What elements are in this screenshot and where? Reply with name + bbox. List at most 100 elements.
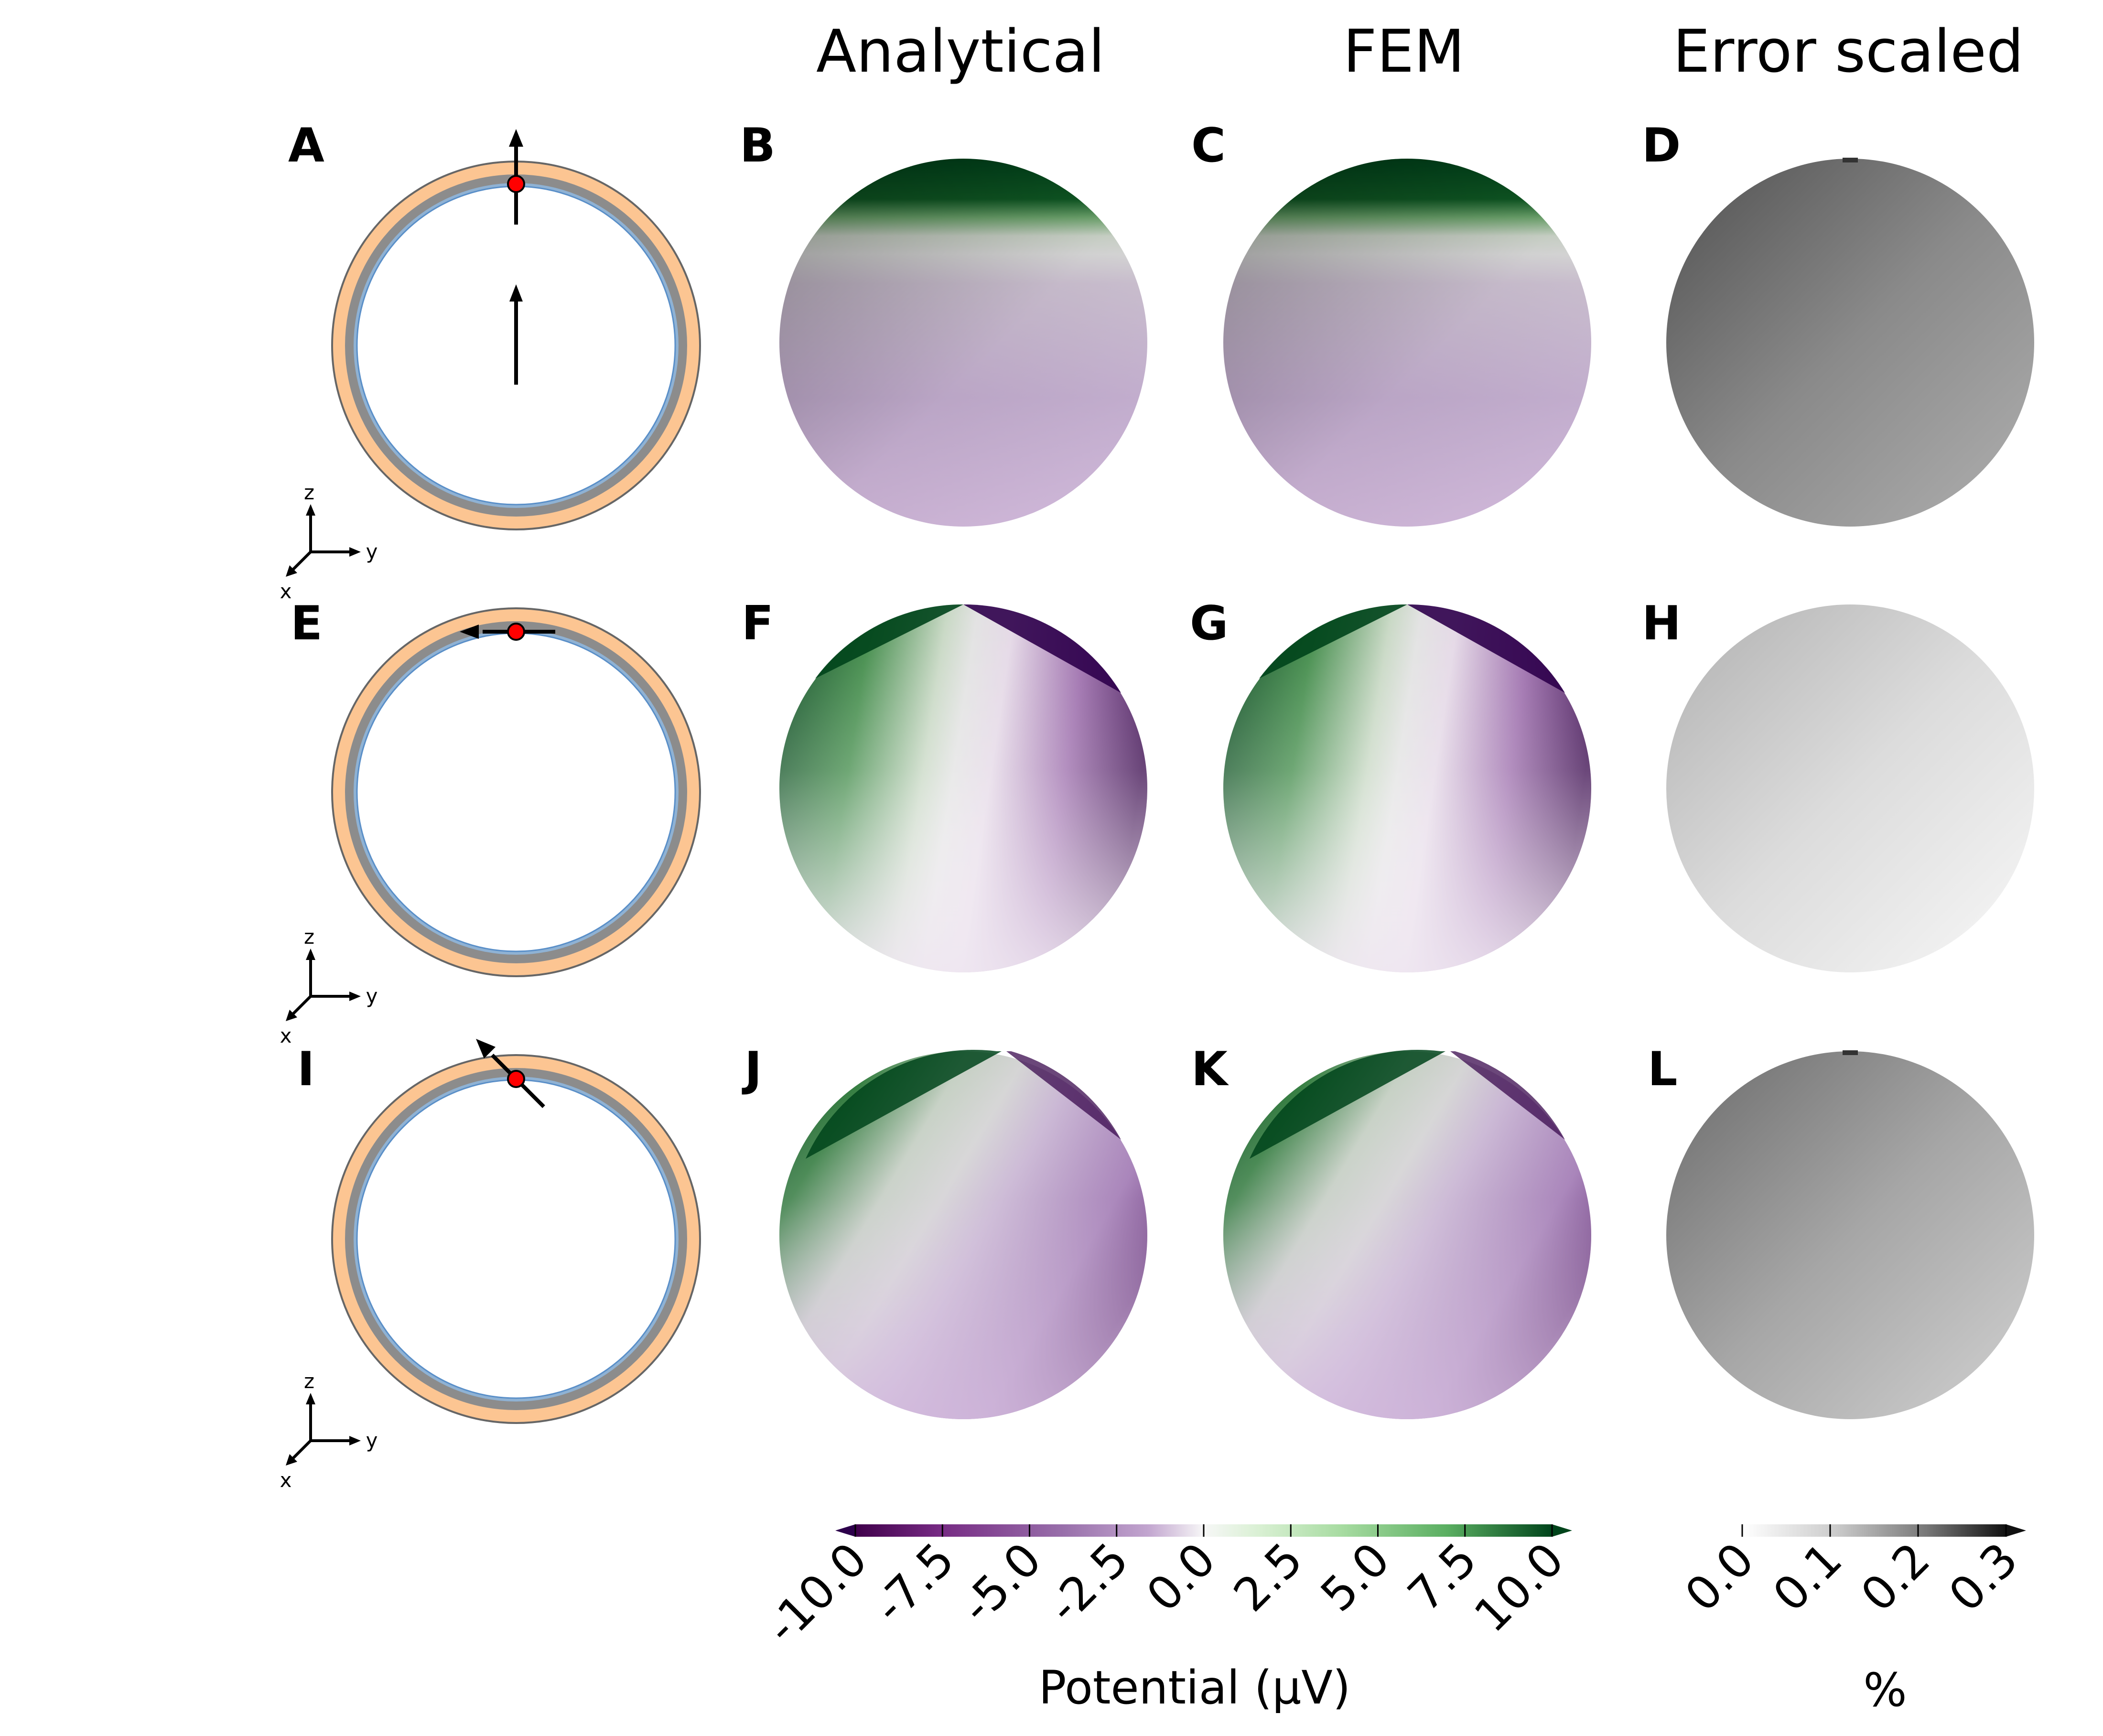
x-axis-arrow [286, 565, 297, 577]
colorbar-error-tick-label: 0.0 [1675, 1532, 1764, 1622]
dipole-source-marker [507, 623, 525, 641]
axes-triad-a: z y x [280, 481, 378, 603]
sphere-error-spot [1843, 158, 1858, 162]
sphere-error-spot [1843, 1050, 1858, 1055]
colorbar-potential-tick-label: 5.0 [1311, 1532, 1400, 1622]
x-axis-line [291, 550, 312, 571]
sphere-error-map [1666, 1051, 2034, 1419]
panel-letter-h: H [1642, 596, 1681, 651]
sphere-error-map [1666, 604, 2034, 972]
panel-letter-k: K [1191, 1042, 1229, 1097]
panel-letter-c: C [1191, 119, 1226, 173]
colorbar-error-label: % [1863, 1663, 1907, 1717]
column-header-analytical: Analytical [816, 18, 1105, 86]
y-axis-arrow [349, 1436, 361, 1445]
colorbar-potential-tick-label: 0.0 [1136, 1532, 1226, 1622]
sphere-error-map [1666, 159, 2034, 527]
colorbar-extend-max [1552, 1524, 1572, 1537]
sphere-h [1666, 604, 2034, 972]
brain-layer [356, 1079, 676, 1399]
x-axis-label: x [280, 1024, 292, 1047]
sphere-shading [779, 1051, 1147, 1419]
axes-triad-i: z y x [280, 1369, 378, 1492]
z-axis-arrow [306, 949, 315, 960]
colorbar-error: 0.00.10.20.3 % [1675, 1524, 2028, 1717]
colorbar-error-tick-label: 0.2 [1851, 1532, 1940, 1622]
panel-letter-f: F [742, 596, 774, 651]
sphere-b [779, 159, 1147, 527]
colorbar-extend-min [835, 1524, 855, 1537]
dipole-source-marker [507, 175, 525, 193]
sphere-shading [1223, 1051, 1591, 1419]
dipole-source-marker [507, 1070, 525, 1088]
sphere-j [779, 1049, 1147, 1419]
y-axis-label: y [366, 1429, 378, 1452]
dipole-i [476, 1039, 545, 1108]
colorbar-potential-tick-label: -2.5 [1037, 1532, 1139, 1634]
x-axis-label: x [280, 580, 292, 603]
head-model-i [331, 1054, 701, 1424]
sphere-shading [779, 159, 1147, 527]
z-axis-label: z [304, 925, 314, 949]
x-axis-line [291, 995, 312, 1016]
colorbar-error-bar [1742, 1524, 2006, 1537]
panel-letter-l: L [1648, 1042, 1677, 1097]
panel-letter-e: E [291, 596, 323, 651]
column-header-fem: FEM [1343, 18, 1465, 86]
colorbar-potential-tick-label: -7.5 [863, 1532, 965, 1634]
colorbar-extend-max [2006, 1524, 2026, 1537]
x-axis-arrow [286, 1454, 297, 1466]
dipole-arrow-head [509, 129, 523, 147]
x-axis-arrow [286, 1010, 297, 1021]
panel-letter-b: B [740, 119, 776, 173]
colorbar-error-ticks: 0.00.10.20.3 [1675, 1524, 2028, 1622]
dipole-arrow-head [460, 625, 479, 639]
sphere-purple-pole [1450, 1051, 1565, 1140]
x-axis-line [291, 1439, 312, 1460]
z-axis-arrow [306, 504, 315, 516]
head-model-a [331, 161, 701, 530]
colorbar-potential: -10.0-7.5-5.0-2.50.02.55.07.510.0 Potent… [755, 1524, 1574, 1714]
sphere-l [1666, 1050, 2034, 1419]
dipole-arrow-head [476, 1039, 496, 1058]
panel-letter-g: G [1190, 596, 1228, 651]
colorbar-potential-tick-label: -5.0 [950, 1532, 1052, 1634]
sphere-green-pole [806, 1049, 1002, 1159]
brain-layer [356, 632, 676, 952]
x-axis-label: x [280, 1468, 292, 1492]
z-axis-label: z [304, 481, 314, 504]
panel-letter-a: A [288, 119, 324, 173]
sphere-c [1223, 159, 1591, 527]
head-model-e [331, 607, 701, 977]
colorbar-potential-tick-label: 2.5 [1223, 1532, 1313, 1622]
sphere-shading [1223, 159, 1591, 527]
sphere-green-pole [1259, 604, 1407, 679]
y-axis-arrow [349, 547, 361, 557]
y-axis-arrow [349, 992, 361, 1001]
panel-letters: A B C D E F G H I J K L [288, 119, 1681, 1097]
sphere-purple-pole [963, 604, 1121, 693]
sphere-green-pole [1250, 1049, 1445, 1159]
colorbar-potential-tick-label: -10.0 [755, 1532, 877, 1654]
dipole-arrowhead [509, 284, 523, 302]
sphere-f [779, 604, 1147, 972]
column-header-error: Error scaled [1673, 18, 2024, 86]
colorbar-potential-label: Potential (μV) [1039, 1661, 1351, 1714]
y-axis-label: y [366, 540, 378, 563]
dipole-a [507, 129, 525, 225]
colorbar-error-tick-label: 0.1 [1763, 1532, 1852, 1622]
colorbar-potential-ticks: -10.0-7.5-5.0-2.50.02.55.07.510.0 [755, 1524, 1574, 1654]
sphere-d [1666, 158, 2034, 527]
sphere-green-pole [815, 604, 963, 679]
sphere-g [1223, 604, 1591, 972]
colorbar-potential-tick-label: 10.0 [1464, 1532, 1574, 1642]
sphere-purple-pole [1006, 1051, 1121, 1140]
z-axis-arrow [306, 1393, 315, 1404]
sphere-shading [779, 604, 1147, 972]
sphere-purple-pole [1407, 604, 1565, 693]
sphere-shading [1223, 604, 1591, 972]
panel-letter-d: D [1642, 119, 1681, 173]
sphere-k [1223, 1049, 1591, 1419]
axes-triad-e: z y x [280, 925, 378, 1047]
